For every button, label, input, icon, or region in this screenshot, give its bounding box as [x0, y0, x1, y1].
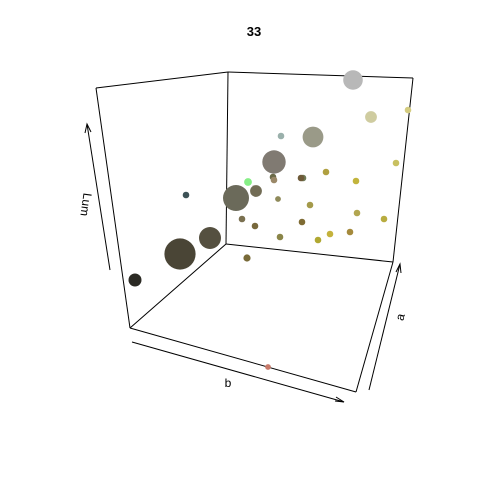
data-point: [265, 364, 271, 370]
box-edges: [95, 71, 414, 393]
data-point: [346, 228, 354, 236]
x-axis-arrow: [131, 341, 345, 403]
x-axis-label: b: [225, 376, 232, 390]
x-axis-arrowhead: [334, 396, 345, 403]
z-axis-arrowhead: [84, 122, 92, 134]
data-point: [404, 106, 412, 114]
data-point: [276, 233, 284, 241]
y-axis-arrow: [368, 263, 401, 391]
data-point: [262, 150, 286, 174]
data-point: [326, 230, 334, 238]
data-point: [353, 209, 361, 217]
data-point: [238, 215, 246, 223]
edge-top-back-left: [95, 71, 229, 89]
data-point: [250, 185, 262, 197]
data-point: [182, 191, 190, 199]
data-point: [244, 178, 252, 186]
axis-arrows: [84, 122, 402, 403]
data-point: [298, 218, 306, 226]
data-point: [223, 185, 249, 211]
edge-bottom-back-left: [129, 243, 227, 329]
chart-title: 33: [247, 24, 261, 39]
z-axis-arrow: [86, 123, 111, 271]
edge-bottom-back-right: [225, 243, 394, 263]
data-point: [314, 236, 322, 244]
edge-back-vertical: [225, 71, 229, 245]
data-point: [164, 238, 196, 270]
data-point: [297, 174, 305, 182]
data-point: [352, 177, 360, 185]
edge-right-vertical: [392, 77, 414, 263]
data-point: [302, 126, 324, 148]
y-axis-label: a: [393, 312, 408, 322]
data-point: [365, 111, 377, 123]
data-points: [128, 70, 412, 370]
edge-left-vertical: [95, 87, 131, 329]
data-point: [392, 159, 400, 167]
edge-bottom-right-front: [355, 261, 394, 393]
edge-bottom-front: [129, 327, 357, 393]
data-point: [243, 254, 251, 262]
data-point: [380, 215, 388, 223]
data-point: [306, 201, 314, 209]
data-point: [277, 132, 285, 140]
z-axis-label: Lum: [77, 192, 94, 217]
data-point: [275, 196, 281, 202]
data-point: [270, 176, 278, 184]
data-point: [128, 273, 142, 287]
data-point: [199, 227, 221, 249]
data-point: [343, 70, 363, 90]
data-point: [322, 168, 330, 176]
y-axis-arrowhead: [395, 262, 402, 274]
edge-top-back-right: [227, 71, 414, 79]
data-point: [251, 222, 259, 230]
